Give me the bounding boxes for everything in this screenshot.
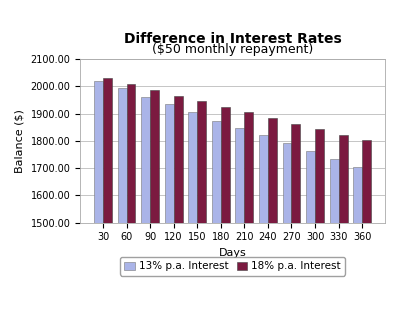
Bar	[282, 143, 292, 330]
Bar	[141, 97, 150, 330]
Bar	[221, 107, 230, 330]
Y-axis label: Balance ($): Balance ($)	[15, 109, 25, 173]
Bar	[339, 135, 348, 330]
Bar	[353, 167, 362, 330]
X-axis label: Days: Days	[219, 248, 246, 258]
Legend: 13% p.a. Interest, 18% p.a. Interest: 13% p.a. Interest, 18% p.a. Interest	[120, 257, 345, 276]
Bar	[197, 101, 206, 330]
Bar	[118, 88, 126, 330]
Text: ($50 monthly repayment): ($50 monthly repayment)	[152, 43, 313, 56]
Bar	[165, 104, 174, 330]
Text: Difference in Interest Rates: Difference in Interest Rates	[124, 32, 342, 46]
Bar	[268, 118, 277, 330]
Bar	[188, 112, 197, 330]
Bar	[236, 128, 244, 330]
Bar	[362, 140, 371, 330]
Bar	[103, 78, 112, 330]
Bar	[150, 90, 159, 330]
Bar	[306, 151, 315, 330]
Bar	[174, 96, 183, 330]
Bar	[292, 124, 300, 330]
Bar	[244, 112, 253, 330]
Bar	[126, 84, 136, 330]
Bar	[94, 81, 103, 330]
Bar	[212, 120, 221, 330]
Bar	[259, 136, 268, 330]
Bar	[315, 129, 324, 330]
Bar	[330, 159, 339, 330]
